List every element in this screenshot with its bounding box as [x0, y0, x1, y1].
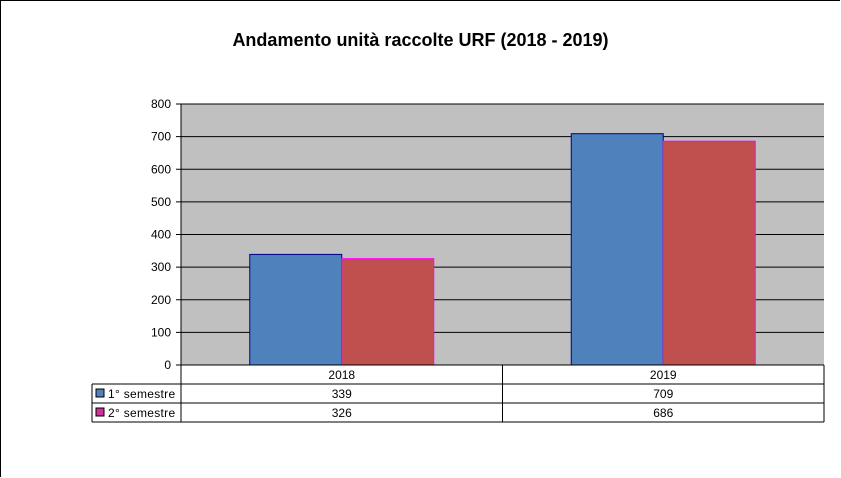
legend-key-2 [95, 407, 105, 417]
y-tick-label: 700 [151, 130, 171, 144]
data-value: 709 [653, 387, 673, 401]
data-value: 326 [332, 406, 352, 420]
y-tick-label: 500 [151, 195, 171, 209]
y-tick-label: 0 [164, 358, 171, 372]
y-tick-label: 400 [151, 228, 171, 242]
y-tick-label: 100 [151, 325, 171, 339]
bar-2-semestre-2018 [341, 258, 435, 366]
y-tick-label: 600 [151, 162, 171, 176]
data-value: 339 [332, 387, 352, 401]
legend-key-1 [95, 388, 105, 398]
bar-2-semestre-2019 [662, 140, 756, 366]
bar-1-semestre-2019 [570, 133, 664, 366]
category-label: 2019 [650, 368, 677, 382]
data-value: 686 [653, 406, 673, 420]
bar-1-semestre-2018 [249, 253, 343, 366]
legend-label: 2° semestre [108, 406, 175, 420]
y-tick-label: 800 [151, 97, 171, 111]
chart-title: Andamento unità raccolte URF (2018 - 201… [232, 30, 609, 50]
legend-label: 1° semestre [108, 387, 175, 401]
y-tick-label: 200 [151, 293, 171, 307]
y-tick-label: 300 [151, 260, 171, 274]
category-label: 2018 [328, 368, 355, 382]
